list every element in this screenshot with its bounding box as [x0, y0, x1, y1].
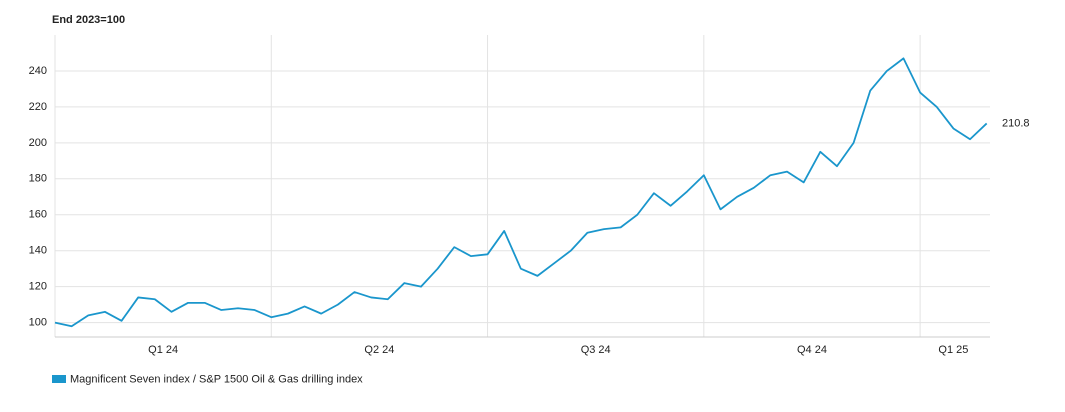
y-tick-label: 120 [29, 281, 47, 293]
x-tick-label: Q3 24 [581, 344, 611, 356]
x-tick-label: Q1 24 [148, 344, 178, 356]
end-value-label: 210.8 [1002, 117, 1030, 129]
y-tick-label: 200 [29, 137, 47, 149]
y-tick-label: 180 [29, 173, 47, 185]
y-tick-label: 160 [29, 209, 47, 221]
line [54, 57, 988, 328]
x-tick-label: Q4 24 [797, 344, 827, 356]
y-tick-label: 220 [29, 101, 47, 113]
y-tick-label: 100 [29, 317, 47, 329]
legend-swatch [52, 375, 66, 383]
y-tick-label: 240 [29, 65, 47, 77]
y-tick-label: 140 [29, 245, 47, 257]
legend-label: Magnificent Seven index / S&P 1500 Oil &… [70, 373, 363, 385]
x-tick-label: Q2 24 [364, 344, 394, 356]
x-tick-label: Q1 25 [938, 344, 968, 356]
y-axis-label: End 2023=100 [52, 14, 125, 26]
